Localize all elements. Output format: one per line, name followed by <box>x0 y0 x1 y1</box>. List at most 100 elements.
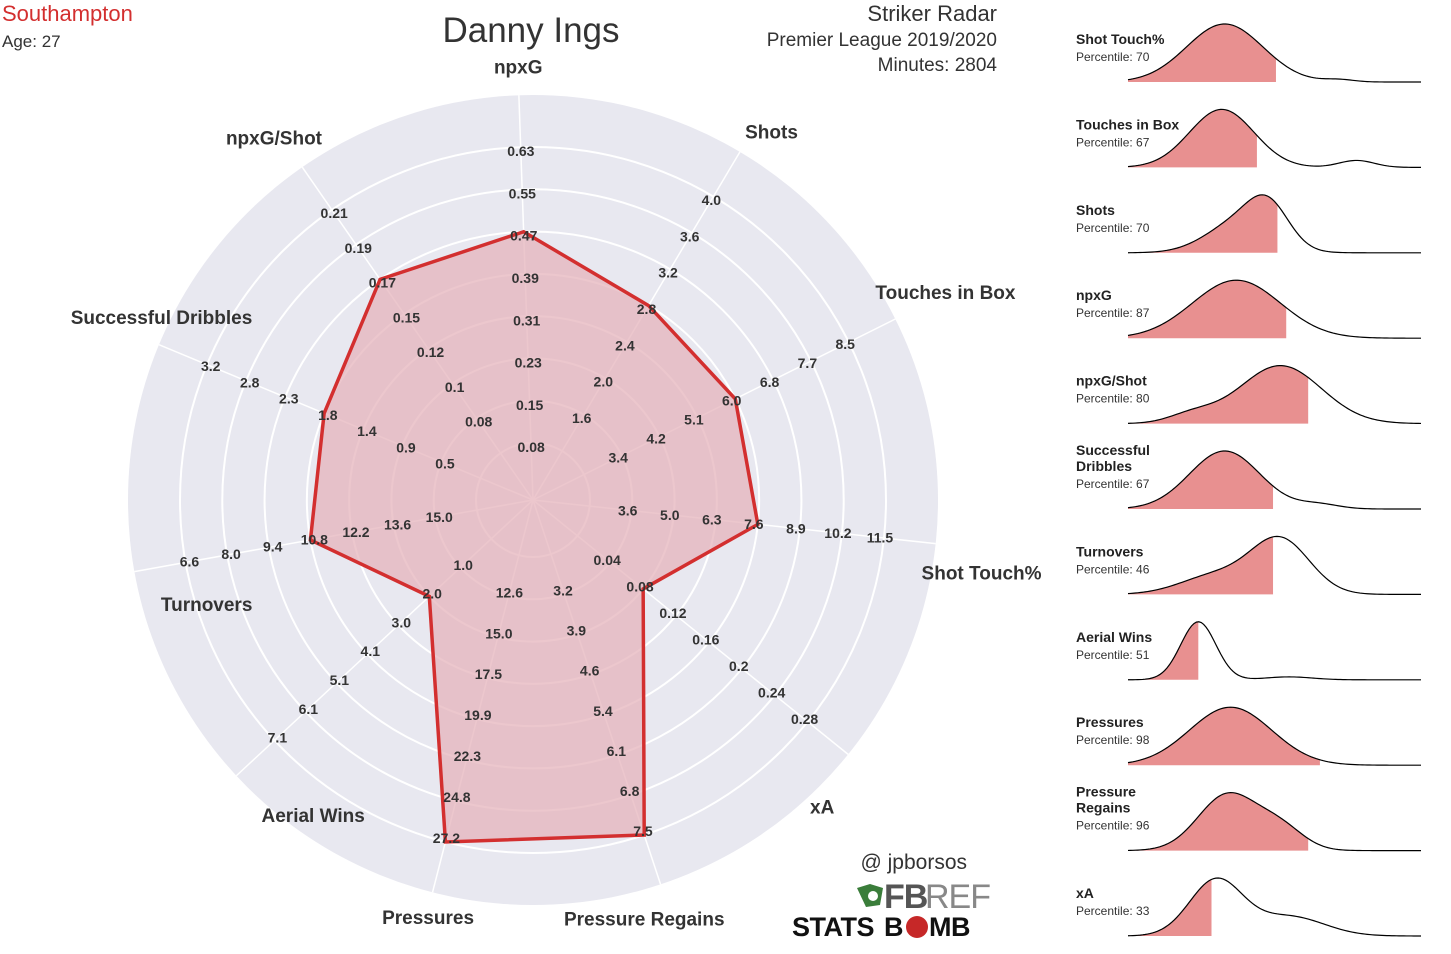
kde-title-aerial-wins: Aerial Wins <box>1076 629 1152 645</box>
tick-label-pressures: 15.0 <box>485 625 512 641</box>
tick-label-successful-dribbles: 1.8 <box>318 407 338 423</box>
tick-label-pressures: 24.8 <box>443 789 470 805</box>
tick-label-touches-in-box: 6.8 <box>760 374 780 390</box>
kde-curve <box>1127 23 1422 83</box>
axis-label-turnovers: Turnovers <box>161 595 253 616</box>
tick-label-aerial-wins: 4.1 <box>361 643 381 659</box>
tick-label-pressures: 22.3 <box>454 748 481 764</box>
kde-panel-turnovers: Turnovers Percentile: 46 <box>1076 535 1422 595</box>
player-name: Danny Ings <box>442 11 619 50</box>
kde-panel-xa: xA Percentile: 33 <box>1076 877 1422 937</box>
tick-label-successful-dribbles: 0.5 <box>435 455 455 471</box>
author-handle: @ jpborsos <box>860 851 967 874</box>
kde-fill <box>1128 879 1212 936</box>
kde-percentile-shots: Percentile: 70 <box>1076 221 1150 235</box>
tick-label-npxg: 0.39 <box>512 270 539 286</box>
kde-title-shot-touch: Shot Touch% <box>1076 31 1165 47</box>
tick-label-turnovers: 10.8 <box>301 531 328 547</box>
kde-fill <box>1128 536 1274 595</box>
kde-fill <box>1128 24 1276 82</box>
tick-label-npxg: 0.23 <box>515 355 542 371</box>
tick-label-npxg-shot: 0.12 <box>417 344 444 360</box>
tick-label-aerial-wins: 1.0 <box>453 557 473 573</box>
kde-panel-pressures: Pressures Percentile: 98 <box>1076 706 1422 766</box>
kde-panel-aerial-wins: Aerial Wins Percentile: 51 <box>1076 621 1421 681</box>
minutes-label: Minutes: 2804 <box>878 55 998 76</box>
statsbomb-logo-b: B <box>884 912 903 942</box>
kde-title-pressure-regains: Pressure <box>1076 784 1136 800</box>
kde-curve <box>1127 706 1422 766</box>
tick-label-touches-in-box: 8.5 <box>835 336 855 352</box>
kde-fill <box>1128 365 1309 424</box>
tick-label-xa: 0.08 <box>626 578 653 594</box>
axis-label-successful-dribbles: Successful Dribbles <box>71 308 253 329</box>
tick-label-pressure-regains: 3.9 <box>567 623 587 639</box>
statsbomb-bomb-icon <box>906 916 928 938</box>
tick-label-shots: 3.6 <box>680 228 700 244</box>
kde-fill <box>1128 621 1199 680</box>
tick-label-npxg-shot: 0.08 <box>465 414 492 430</box>
tick-label-turnovers: 13.6 <box>384 516 411 532</box>
tick-label-touches-in-box: 3.4 <box>609 449 629 465</box>
tick-label-xa: 0.24 <box>758 685 785 701</box>
kde-title-successful-dribbles: Dribbles <box>1076 458 1132 474</box>
kde-curve <box>1127 279 1422 339</box>
kde-title-shots: Shots <box>1076 202 1115 218</box>
tick-label-aerial-wins: 5.1 <box>330 672 350 688</box>
tick-label-aerial-wins: 2.0 <box>423 586 443 602</box>
tick-label-touches-in-box: 7.7 <box>798 355 818 371</box>
kde-curve <box>1127 535 1422 595</box>
kde-panel-touches-in-box: Touches in Box Percentile: 67 <box>1076 108 1422 168</box>
tick-label-pressures: 27.2 <box>433 830 460 846</box>
tick-label-shot-touch: 8.9 <box>786 520 806 536</box>
fbref-ball-icon <box>857 884 883 907</box>
tick-label-xa: 0.04 <box>594 552 621 568</box>
kde-title-xa: xA <box>1076 885 1094 901</box>
player-age: Age: 27 <box>2 32 61 51</box>
tick-label-touches-in-box: 6.0 <box>722 393 742 409</box>
kde-curve <box>1127 621 1421 681</box>
kde-panel-shots: Shots Percentile: 70 <box>1076 194 1422 254</box>
tick-label-npxg: 0.63 <box>507 143 534 159</box>
tick-label-xa: 0.28 <box>791 711 818 727</box>
tick-label-shots: 2.4 <box>615 337 635 353</box>
tick-label-npxg: 0.55 <box>509 185 536 201</box>
tick-label-pressures: 17.5 <box>475 666 502 682</box>
tick-label-xa: 0.16 <box>692 632 719 648</box>
tick-label-npxg: 0.31 <box>513 312 540 328</box>
kde-panel-npxg-shot: npxG/Shot Percentile: 80 <box>1076 364 1422 425</box>
kde-fill <box>1128 451 1274 509</box>
kde-panel-npxg: npxG Percentile: 87 <box>1076 279 1422 339</box>
kde-percentile-successful-dribbles: Percentile: 67 <box>1076 477 1150 491</box>
statsbomb-logo: STATS B MB <box>792 912 971 942</box>
axis-label-aerial-wins: Aerial Wins <box>262 806 365 827</box>
kde-fill <box>1128 280 1287 339</box>
axis-label-npxg-shot: npxG/Shot <box>226 128 323 149</box>
player-radar-polygon <box>308 229 760 844</box>
axis-label-pressures: Pressures <box>382 908 474 929</box>
tick-label-turnovers: 12.2 <box>342 524 369 540</box>
tick-label-turnovers: 8.0 <box>221 546 241 562</box>
tick-label-touches-in-box: 4.2 <box>646 431 666 447</box>
tick-label-npxg: 0.15 <box>516 397 543 413</box>
tick-label-successful-dribbles: 2.3 <box>279 391 299 407</box>
kde-percentile-turnovers: Percentile: 46 <box>1076 562 1150 576</box>
axis-label-pressure-regains: Pressure Regains <box>564 909 725 930</box>
kde-curve <box>1127 364 1422 425</box>
tick-label-shots: 4.0 <box>702 192 722 208</box>
axis-label-npxg: npxG <box>494 57 543 78</box>
kde-title-pressure-regains: Regains <box>1076 800 1131 816</box>
tick-label-shot-touch: 7.6 <box>744 516 764 532</box>
tick-label-turnovers: 6.6 <box>180 554 200 570</box>
fbref-logo-light: REF <box>925 878 990 916</box>
tick-label-pressure-regains: 4.6 <box>580 663 600 679</box>
kde-curve <box>1127 791 1421 852</box>
tick-label-xa: 0.2 <box>729 658 749 674</box>
kde-percentile-xa: Percentile: 33 <box>1076 904 1150 918</box>
competition-label: Premier League 2019/2020 <box>767 30 997 51</box>
radar-ring <box>179 146 887 854</box>
tick-label-pressure-regains: 3.2 <box>553 582 573 598</box>
axis-label-xa: xA <box>810 798 835 819</box>
